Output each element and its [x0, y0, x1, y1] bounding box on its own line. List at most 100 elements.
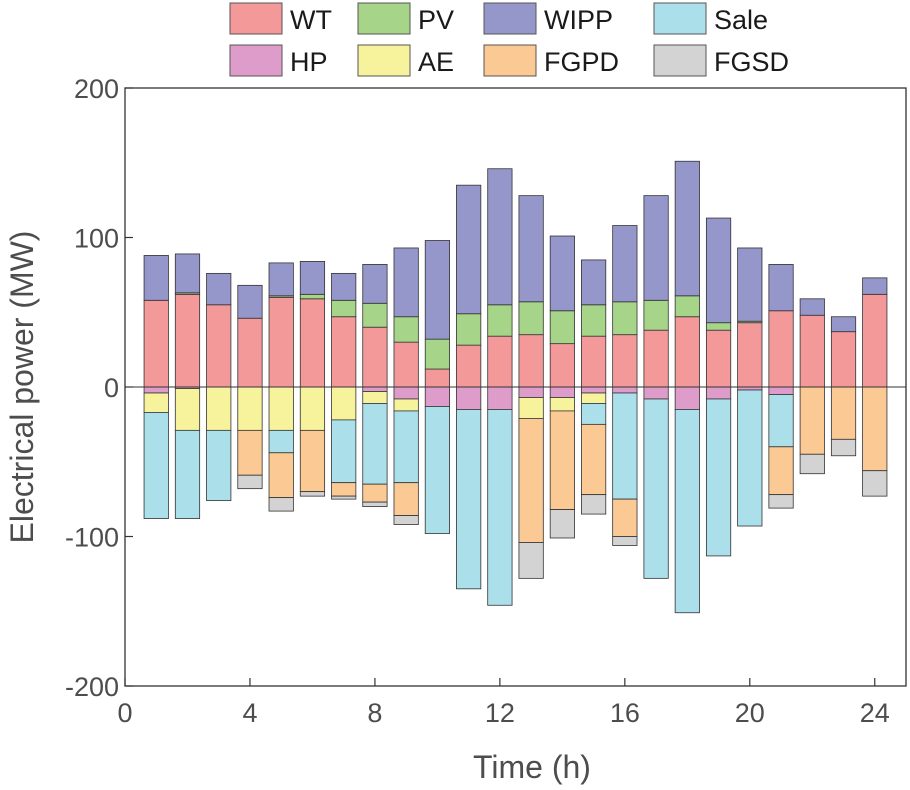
bar-fgsd-h8 — [362, 501, 388, 508]
bar-fgsd-h5 — [268, 497, 294, 512]
legend-swatch-ae — [357, 44, 411, 77]
x-tick-label: 24 — [860, 698, 890, 728]
bar-sale-h3 — [206, 429, 232, 502]
x-axis: 0 4 8 12 16 20 24 — [117, 678, 890, 728]
bar-sale-h16 — [612, 392, 638, 500]
bar-ae-h7 — [331, 386, 357, 421]
bar-wipp-h11 — [456, 184, 482, 315]
bar-fgsd-h7 — [331, 495, 357, 500]
bar-wt-h5 — [268, 296, 294, 388]
bar-wipp-h3 — [206, 272, 232, 306]
bar-fgsd-h4 — [237, 474, 263, 490]
legend-swatch-fgpd — [483, 44, 537, 77]
bar-fgsd-h15 — [581, 494, 607, 515]
bar-wipp-h19 — [705, 217, 732, 324]
bar-sale-h21 — [768, 394, 794, 448]
legend-swatch-sale — [653, 2, 707, 35]
bar-wipp-h2 — [174, 253, 201, 294]
bar-wt-h21 — [768, 310, 794, 388]
bar-pv-h13 — [518, 301, 544, 336]
bar-sale-h15 — [581, 403, 607, 425]
bar-wipp-h21 — [768, 264, 794, 312]
bar-ae-h9 — [393, 398, 419, 412]
bar-sale-h1 — [143, 412, 169, 519]
bar-fgpd-h5 — [268, 452, 294, 499]
bar-wt-h2 — [174, 293, 201, 388]
legend-label-fgpd: FGPD — [544, 47, 619, 77]
bar-stacks — [143, 160, 888, 614]
bar-sale-h2 — [174, 429, 201, 519]
bar-pv-h18 — [674, 295, 700, 318]
bar-fgpd-h4 — [237, 429, 263, 476]
bar-fgpd-h15 — [581, 423, 607, 496]
bar-fgpd-h13 — [518, 417, 544, 543]
bar-ae-h1 — [143, 392, 169, 413]
bar-ae-h8 — [362, 391, 388, 404]
bar-wt-h20 — [737, 322, 763, 388]
bar-wt-h12 — [487, 335, 513, 388]
bar-wipp-h1 — [143, 255, 169, 301]
bar-wipp-h8 — [362, 264, 388, 304]
bar-pv-h9 — [393, 316, 419, 343]
bar-wt-h3 — [206, 304, 232, 388]
bar-sale-h12 — [487, 409, 513, 606]
bar-wt-h13 — [518, 334, 544, 388]
bar-hp-h13 — [518, 386, 544, 398]
bar-wt-h16 — [612, 334, 638, 388]
bar-fgsd-h14 — [549, 509, 575, 539]
bar-sale-h18 — [674, 409, 700, 614]
legend-swatch-wipp — [483, 2, 537, 35]
bar-pv-h14 — [549, 310, 575, 345]
bar-wt-h4 — [237, 317, 263, 388]
bar-fgpd-h7 — [331, 482, 357, 497]
legend-label-pv: PV — [418, 5, 454, 35]
bar-pv-h12 — [487, 304, 513, 337]
x-tick-label: 16 — [610, 698, 640, 728]
bar-wipp-h4 — [237, 284, 263, 319]
y-axis-title: Electrical power (MW) — [4, 231, 40, 544]
bar-wipp-h22 — [799, 298, 825, 316]
bar-wipp-h23 — [830, 316, 857, 333]
legend-label-wipp: WIPP — [544, 5, 613, 35]
y-tick-label: 100 — [74, 224, 119, 254]
bar-wt-h7 — [331, 316, 357, 388]
bar-fgpd-h21 — [768, 446, 794, 496]
bar-ae-h2 — [174, 388, 201, 431]
bar-fgpd-h16 — [612, 498, 638, 537]
legend-label-hp: HP — [290, 47, 328, 77]
bar-ae-h3 — [206, 386, 232, 431]
bar-hp-h16 — [612, 386, 638, 394]
bar-pv-h10 — [424, 338, 450, 370]
bar-hp-h12 — [487, 386, 513, 410]
y-tick-label: -100 — [65, 523, 119, 553]
bar-hp-h10 — [424, 386, 450, 407]
legend: WT PV WIPP Sale HP AE FGPD FGSD — [229, 2, 789, 77]
bar-sale-h8 — [362, 403, 388, 485]
bar-ae-h15 — [581, 392, 607, 404]
bar-wipp-h12 — [487, 168, 513, 306]
bar-hp-h17 — [643, 386, 669, 400]
bar-wt-h18 — [674, 316, 700, 388]
bar-fgpd-h6 — [299, 429, 326, 493]
x-tick-label: 4 — [242, 698, 257, 728]
legend-label-sale: Sale — [714, 5, 768, 35]
bar-hp-h18 — [674, 386, 700, 410]
bar-hp-h9 — [393, 386, 419, 400]
bar-wipp-h5 — [268, 262, 294, 297]
legend-swatch-fgsd — [653, 44, 707, 77]
bar-hp-h11 — [456, 386, 482, 410]
bar-fgsd-h23 — [830, 438, 857, 457]
bar-fgsd-h21 — [768, 494, 794, 509]
bar-wipp-h20 — [737, 247, 763, 322]
bar-sale-h5 — [268, 429, 294, 454]
bar-fgpd-h22 — [799, 386, 825, 455]
bar-wipp-h14 — [549, 235, 575, 312]
legend-label-wt: WT — [290, 5, 332, 35]
bar-sale-h11 — [456, 409, 482, 590]
bar-ae-h4 — [237, 386, 263, 431]
bar-fgsd-h13 — [518, 542, 544, 579]
bar-pv-h17 — [643, 299, 669, 331]
y-axis: -200 -100 0 100 200 — [65, 74, 133, 702]
bar-wipp-h17 — [643, 195, 669, 301]
